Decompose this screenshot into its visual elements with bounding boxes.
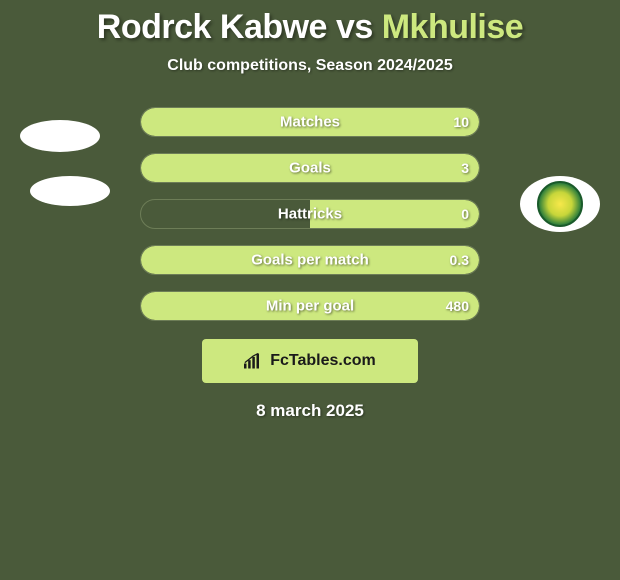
stat-bar: Matches10 <box>140 107 480 137</box>
player2-name: Mkhulise <box>382 8 523 46</box>
vs-text: vs <box>336 8 373 46</box>
bar-chart-icon <box>244 353 264 369</box>
bar-right-fill <box>310 200 479 228</box>
brand-text: FcTables.com <box>270 352 376 370</box>
brand-footer[interactable]: FcTables.com <box>202 339 418 383</box>
player1-name: Rodrck Kabwe <box>97 8 327 46</box>
bar-right-fill <box>141 154 479 182</box>
subtitle: Club competitions, Season 2024/2025 <box>0 57 620 75</box>
stat-bar: Goals3 <box>140 153 480 183</box>
date-label: 8 march 2025 <box>0 401 620 421</box>
stat-bar: Hattricks0 <box>140 199 480 229</box>
stat-bar: Goals per match0.3 <box>140 245 480 275</box>
stat-bar: Min per goal480 <box>140 291 480 321</box>
bar-right-fill <box>141 108 479 136</box>
bar-left-fill <box>141 200 310 228</box>
bar-right-fill <box>141 292 479 320</box>
bar-right-fill <box>141 246 479 274</box>
page-title: Rodrck Kabwe vs Mkhulise <box>0 0 620 47</box>
stats-container: Matches10 Goals3 Hattricks0 Goals per match… <box>0 107 620 321</box>
